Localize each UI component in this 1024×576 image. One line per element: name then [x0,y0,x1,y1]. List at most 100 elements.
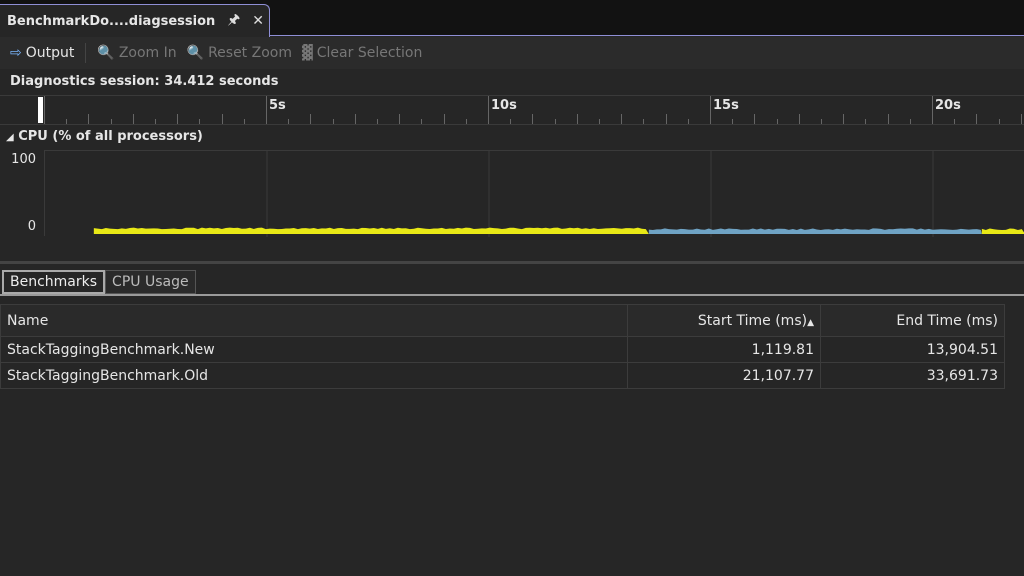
ruler-tick [377,119,378,124]
ruler-label: 20s [935,98,961,113]
ruler-tick [1021,114,1022,124]
ruler-tick [932,96,933,124]
ruler-tick [732,119,733,124]
cpu-area [982,229,1024,234]
cpu-area [94,228,649,234]
ruler-tick [976,114,977,124]
ruler-tick [510,119,511,124]
ruler-tick [66,119,67,124]
ruler-tick [266,96,267,124]
cell-name: StackTaggingBenchmark.New [1,337,628,363]
ruler-tick [399,114,400,124]
cpu-graph[interactable] [44,150,1024,236]
ruler-tick [88,114,89,124]
ruler-tick [799,114,800,124]
ruler-tick [577,114,578,124]
ruler-tick [999,119,1000,124]
cell-end-time: 13,904.51 [821,337,1005,363]
ruler-tick [599,119,600,124]
ruler-tick [155,119,156,124]
reset-zoom-label: Reset Zoom [208,45,292,61]
toolbar: ⇨ Output 🔍 Zoom In 🔍 Reset Zoom ▓ Clear Sele… [0,37,1024,69]
table-row[interactable]: StackTaggingBenchmark.Old 21,107.77 33,6… [1,363,1005,389]
sort-ascending-icon: ▲ [807,318,814,328]
ruler-tick [111,119,112,124]
ruler-tick [621,114,622,124]
zoom-in-icon: 🔍 [97,45,114,61]
y-axis-max: 100 [11,152,36,167]
ruler-label: 15s [713,98,739,113]
collapse-icon[interactable]: ◢ [6,132,14,143]
ruler-tick [310,114,311,124]
pin-icon[interactable]: 🖈 [227,9,240,33]
cpu-area [649,228,982,234]
output-button[interactable]: ⇨ Output [7,45,77,61]
document-tab-title: BenchmarkDo....diagsession [7,14,215,29]
ruler-label: 10s [491,98,517,113]
zoom-in-button[interactable]: 🔍 Zoom In [94,45,179,61]
document-tab[interactable]: BenchmarkDo....diagsession 🖈 ✕ [0,4,270,37]
ruler-tick [843,114,844,124]
zoom-in-label: Zoom In [119,45,177,61]
ruler-tick [333,119,334,124]
ruler-tick [865,119,866,124]
ruler-label: 5s [269,98,286,113]
clear-selection-button[interactable]: ▓ Clear Selection [299,45,425,61]
ruler-tick [754,114,755,124]
cell-start-time: 1,119.81 [628,337,821,363]
ruler-tick [244,119,245,124]
timeline-cursor[interactable] [38,97,43,123]
document-tab-bar: BenchmarkDo....diagsession 🖈 ✕ [0,0,1024,36]
reset-zoom-icon: 🔍 [187,45,204,61]
ruler-tick [532,114,533,124]
ruler-tick [222,114,223,124]
clear-selection-label: Clear Selection [317,45,423,61]
timeline-ruler[interactable]: 5s 10s 15s 20s [0,95,1024,125]
ruler-tick [777,119,778,124]
ruler-tick [666,114,667,124]
cpu-graph-header[interactable]: ◢ CPU (% of all processors) [6,129,203,144]
ruler-tick [288,119,289,124]
cpu-header-label: CPU (% of all processors) [18,129,203,144]
cpu-graph-svg [45,151,1024,237]
bottom-tabs: Benchmarks CPU Usage [2,270,196,294]
ruler-tick [910,119,911,124]
ruler-tick [710,96,711,124]
ruler-tick [821,119,822,124]
ruler-tick [555,119,556,124]
splitter[interactable] [0,261,1024,264]
table-header-row: Name Start Time (ms)▲ End Time (ms) [1,305,1005,337]
tab-underline [0,294,1024,296]
close-icon[interactable]: ✕ [252,13,264,29]
ruler-tick [199,119,200,124]
ruler-tick [177,114,178,124]
ruler-tick [688,119,689,124]
clear-selection-icon: ▓ [302,45,313,61]
cell-name: StackTaggingBenchmark.Old [1,363,628,389]
ruler-tick [888,114,889,124]
toolbar-separator [85,43,86,63]
ruler-tick [643,119,644,124]
benchmarks-table: Name Start Time (ms)▲ End Time (ms) Stac… [0,304,1005,389]
output-label: Output [26,45,75,61]
ruler-tick [444,114,445,124]
table-row[interactable]: StackTaggingBenchmark.New 1,119.81 13,90… [1,337,1005,363]
ruler-tick [355,114,356,124]
column-start-time-label: Start Time (ms) [698,313,807,329]
ruler-tick [954,119,955,124]
ruler-tick [488,96,489,124]
session-duration: Diagnostics session: 34.412 seconds [10,74,278,89]
tab-cpu-usage[interactable]: CPU Usage [105,270,196,294]
cell-end-time: 33,691.73 [821,363,1005,389]
tab-benchmarks[interactable]: Benchmarks [2,270,105,294]
column-end-time[interactable]: End Time (ms) [821,305,1005,337]
column-start-time[interactable]: Start Time (ms)▲ [628,305,821,337]
column-name[interactable]: Name [1,305,628,337]
ruler-tick [44,96,45,124]
reset-zoom-button[interactable]: 🔍 Reset Zoom [184,45,295,61]
output-icon: ⇨ [10,45,22,61]
cell-start-time: 21,107.77 [628,363,821,389]
y-axis-min: 0 [28,219,36,234]
ruler-tick [133,114,134,124]
ruler-tick [421,119,422,124]
